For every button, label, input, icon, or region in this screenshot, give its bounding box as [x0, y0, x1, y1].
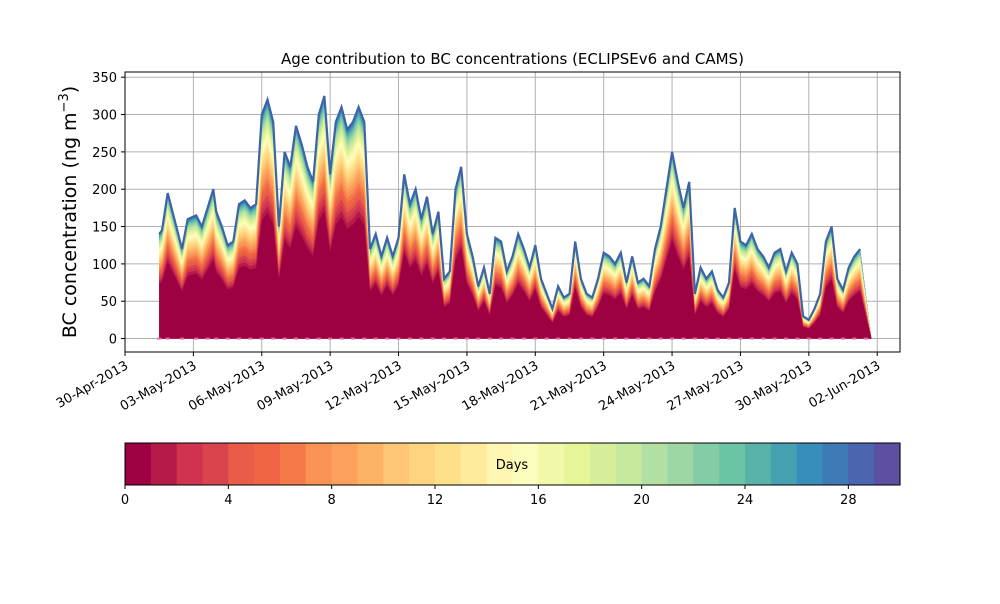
colorbar-segment-day-29 — [874, 443, 901, 485]
chart-title: Age contribution to BC concentrations (E… — [281, 50, 744, 68]
colorbar-segment-day-28 — [848, 443, 875, 485]
colorbar-segment-day-23 — [719, 443, 746, 485]
colorbar-segment-day-21 — [667, 443, 694, 485]
y-tick-label: 250 — [92, 146, 117, 161]
colorbar-segment-day-25 — [770, 443, 798, 485]
colorbar-segment-day-5 — [254, 443, 281, 485]
colorbar-segment-day-7 — [305, 443, 333, 485]
colorbar-tick-label: 24 — [737, 493, 754, 508]
y-tick-label: 200 — [92, 183, 117, 198]
total-concentration-line — [158, 95, 861, 322]
colorbar-segment-day-26 — [796, 443, 824, 485]
colorbar-segment-day-13 — [460, 443, 488, 485]
colorbar-segment-day-0 — [125, 443, 152, 485]
colorbar-tick-label: 12 — [427, 493, 444, 508]
colorbar-segment-day-27 — [822, 443, 849, 485]
colorbar-segment-day-1 — [150, 443, 178, 485]
colorbar-segment-day-18 — [590, 443, 617, 485]
colorbar-segment-day-22 — [693, 443, 720, 485]
colorbar-segment-day-16 — [538, 443, 565, 485]
colorbar-segment-day-6 — [280, 443, 307, 485]
colorbar-frame — [124, 442, 901, 486]
colorbar-ticks: 0 4 8 12 16 20 24 28 — [121, 485, 857, 508]
colorbar-tick-label: 4 — [224, 493, 232, 508]
colorbar-tick-label: 0 — [121, 493, 129, 508]
y-axis-label-close: ) — [59, 86, 81, 93]
colorbar-segment-day-19 — [615, 443, 643, 485]
colorbar-tick-label: 20 — [633, 493, 650, 508]
colorbar-segment-day-15 — [512, 443, 539, 485]
colorbar-segment-day-24 — [745, 443, 772, 485]
age-layer-day-0 — [159, 210, 872, 339]
y-tick-label: 350 — [92, 71, 117, 86]
y-tick-label: 0 — [109, 333, 117, 348]
y-tick-label: 50 — [100, 295, 117, 310]
colorbar-tick-label: 8 — [328, 493, 336, 508]
y-tick-label: 300 — [92, 109, 117, 124]
y-tick-label: 150 — [92, 221, 117, 236]
colorbar-tick-label: 28 — [840, 493, 857, 508]
colorbar-segment-day-12 — [435, 443, 462, 485]
colorbar-segment-day-20 — [641, 443, 669, 485]
colorbar-segment-day-17 — [564, 443, 591, 485]
y-axis-label-superscript: −3 — [57, 93, 72, 112]
plot-frame — [124, 71, 901, 353]
y-axis-label: BC concentration (ng m−3) — [57, 86, 81, 338]
age-colorbar — [125, 443, 901, 485]
colorbar-segment-day-8 — [331, 443, 359, 485]
y-axis-label-main: BC concentration (ng m — [59, 112, 81, 338]
colorbar-segment-day-11 — [409, 443, 436, 485]
colorbar-segment-day-2 — [176, 443, 204, 485]
y-axis: 0 50 100 150 200 250 300 350 — [92, 71, 125, 348]
colorbar-segment-day-4 — [228, 443, 255, 485]
colorbar-segment-day-9 — [357, 443, 384, 485]
colorbar-label: Days — [496, 458, 529, 473]
colorbar-tick-label: 16 — [530, 493, 547, 508]
colorbar-segment-day-14 — [486, 443, 514, 485]
colorbar-segment-day-3 — [202, 443, 229, 485]
colorbar-segment-day-10 — [383, 443, 410, 485]
y-tick-label: 100 — [92, 258, 117, 273]
